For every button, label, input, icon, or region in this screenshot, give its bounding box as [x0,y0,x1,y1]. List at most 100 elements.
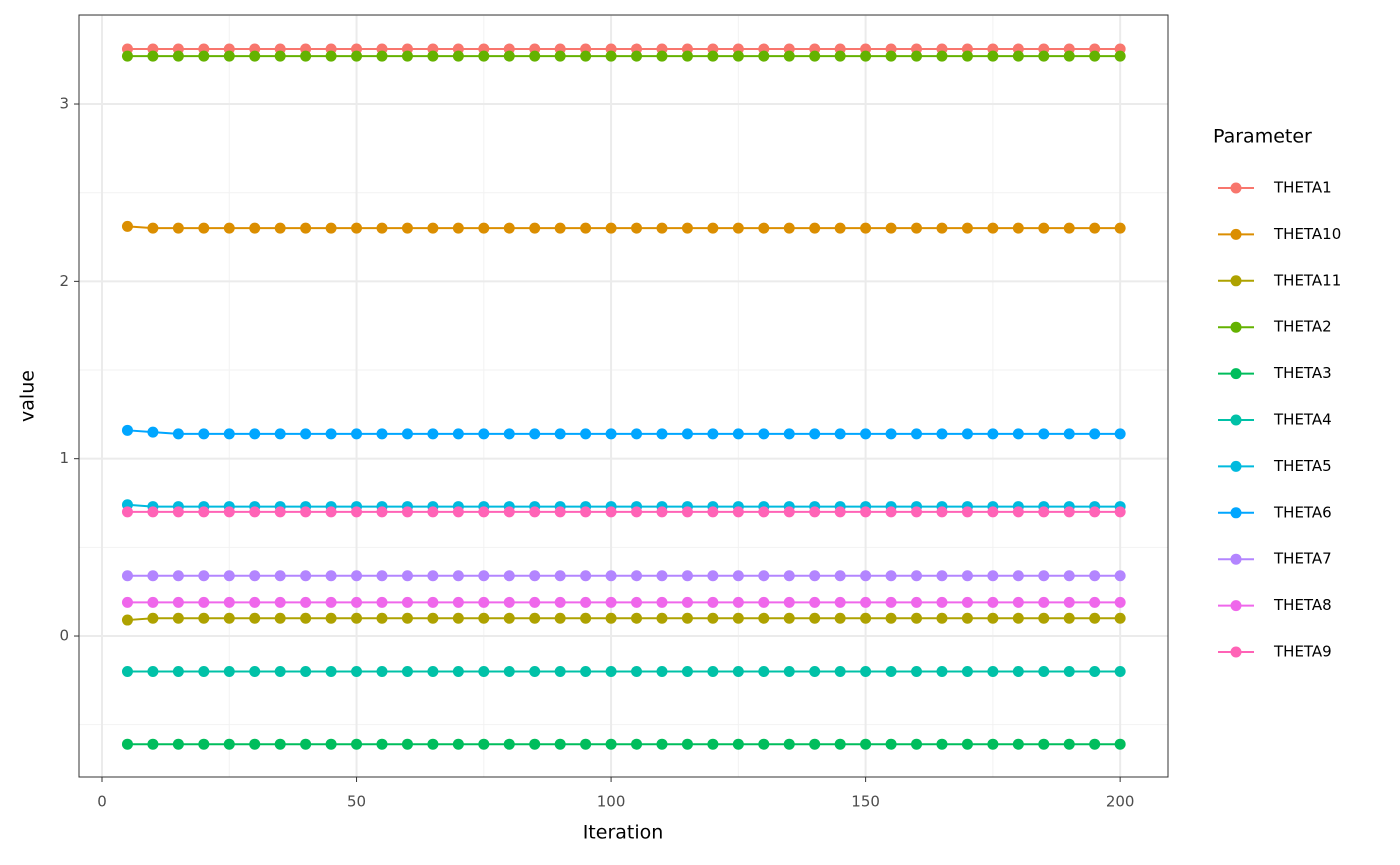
point [325,506,337,518]
point [885,596,897,608]
point [401,222,413,234]
point [452,222,464,234]
point [834,222,846,234]
point [631,222,643,234]
point [478,596,490,608]
point [351,665,363,677]
point [427,596,439,608]
point [732,222,744,234]
point [325,738,337,750]
point [885,570,897,582]
point [249,222,261,234]
point [427,570,439,582]
point [198,738,210,750]
point [223,596,235,608]
point [478,50,490,62]
point [936,596,948,608]
point [961,665,973,677]
series-line [127,225,1121,230]
point [503,428,515,440]
point [1063,596,1075,608]
point [834,665,846,677]
point [834,428,846,440]
point [860,665,872,677]
point [427,612,439,624]
point [631,612,643,624]
legend-label: THETA1 [1273,179,1332,197]
point [605,50,617,62]
point [656,665,668,677]
point [656,596,668,608]
point [147,50,159,62]
point [121,614,133,626]
point [732,570,744,582]
point [707,506,719,518]
point [1089,222,1101,234]
legend-point [1230,553,1242,565]
legend-label: THETA3 [1273,364,1332,382]
series-line [127,617,1121,622]
point [376,738,388,750]
point [911,570,923,582]
point [1114,506,1126,518]
point [401,665,413,677]
point [198,612,210,624]
point [631,596,643,608]
legend-point [1230,368,1242,380]
point [911,665,923,677]
x-tick-label: 200 [1106,793,1135,811]
point [656,570,668,582]
point [783,612,795,624]
point [274,665,286,677]
point [758,596,770,608]
point [1038,570,1050,582]
x-tick-label: 0 [97,793,107,811]
point [376,50,388,62]
point [121,738,133,750]
point [554,612,566,624]
point [1012,570,1024,582]
point [478,612,490,624]
point [783,428,795,440]
point [809,50,821,62]
point [121,424,133,436]
point [656,506,668,518]
point [936,50,948,62]
point [834,570,846,582]
point [758,222,770,234]
point [987,506,999,518]
point [987,665,999,677]
point [1012,428,1024,440]
point [274,570,286,582]
point [911,50,923,62]
point [351,428,363,440]
point [503,596,515,608]
point [172,612,184,624]
point [427,428,439,440]
point [478,222,490,234]
point [580,50,592,62]
point [681,506,693,518]
point [707,428,719,440]
legend-label: THETA8 [1273,596,1332,614]
point [325,596,337,608]
point [860,222,872,234]
y-tick-label: 1 [59,449,69,467]
point [554,50,566,62]
point [1038,428,1050,440]
legend-label: THETA4 [1273,411,1332,429]
point [911,738,923,750]
point [605,665,617,677]
point [885,665,897,677]
point [1038,506,1050,518]
point [121,665,133,677]
point [809,570,821,582]
point [274,222,286,234]
legend-label: THETA6 [1273,503,1332,521]
point [605,612,617,624]
point [223,738,235,750]
point [223,222,235,234]
point [936,665,948,677]
point [147,665,159,677]
